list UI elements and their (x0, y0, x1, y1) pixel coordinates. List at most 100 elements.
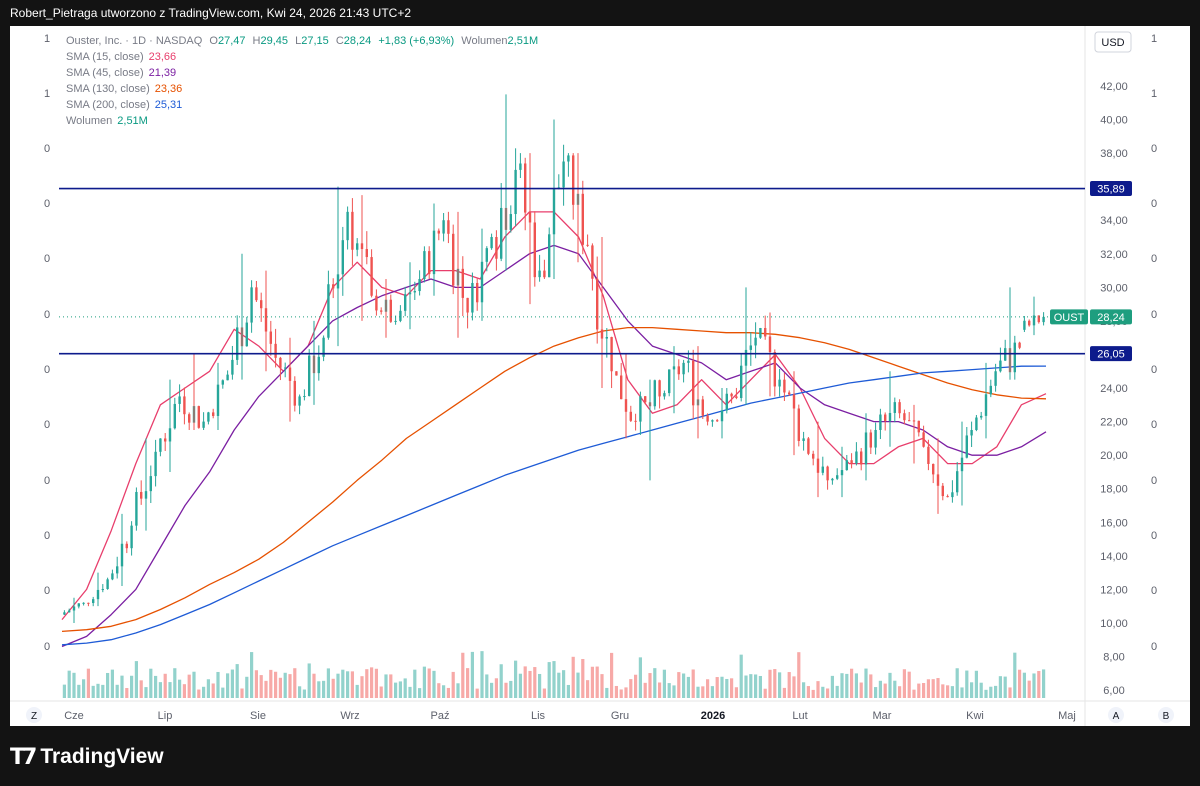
volume-bar (638, 657, 642, 698)
volume-bar (840, 673, 844, 698)
sma-line (61, 244, 1047, 648)
candle-body (346, 211, 349, 241)
volume-bar (110, 669, 114, 698)
candle-body (994, 371, 997, 386)
volume-bar (221, 687, 225, 698)
volume-bar (835, 685, 839, 698)
volume-bar (806, 686, 810, 698)
candle-body (663, 393, 666, 397)
candle-body (898, 402, 901, 414)
candle-body (711, 420, 714, 422)
left-scale-label: 1 (44, 33, 50, 45)
candle-body (461, 268, 464, 298)
volume-bar (547, 662, 551, 698)
volume-bar (370, 667, 374, 698)
volume-bar (720, 676, 724, 698)
candle-body (111, 573, 114, 580)
candle-body (303, 396, 306, 398)
candle-body (653, 380, 656, 407)
time-tick-label: Mar (873, 710, 892, 722)
candles[interactable] (63, 94, 1045, 623)
volume-bar (672, 685, 676, 698)
last-price-tag-label: 28,24 (1097, 312, 1125, 324)
candle-body (317, 356, 320, 374)
volume-bar (259, 675, 263, 698)
candle-body (836, 475, 839, 479)
candle-body (773, 352, 776, 387)
volume-bar (677, 672, 681, 698)
sma-line (61, 326, 1047, 633)
candle-body (68, 610, 71, 613)
left-scale-label: 0 (44, 641, 50, 653)
volume-bar (466, 668, 470, 698)
volume-bar (682, 673, 686, 698)
volume-bar (163, 673, 167, 698)
volume-bar (336, 673, 340, 698)
right-scale-label: 0 (1151, 530, 1157, 542)
volume-bar (744, 675, 748, 698)
volume-bar (955, 668, 959, 698)
b-button[interactable]: B (1158, 707, 1174, 723)
candle-body (908, 420, 911, 422)
volume-bar (67, 670, 71, 698)
auto-scale-button[interactable]: A (1108, 707, 1124, 723)
candle-body (754, 337, 757, 346)
volume-bar (691, 669, 695, 698)
volume-bar (130, 675, 134, 698)
volume-bar (782, 687, 786, 698)
tradingview-logo[interactable]: T7 TradingView (10, 742, 164, 772)
sma-line (61, 365, 1047, 646)
volume-bar (182, 684, 186, 698)
volume-bar (514, 660, 518, 698)
candle-body (188, 414, 191, 423)
candle-body (519, 163, 522, 170)
volume-bar (869, 674, 873, 698)
volume-bar (763, 688, 767, 698)
zoom-button[interactable]: Z (26, 707, 42, 723)
volume-bar (494, 678, 498, 698)
candle-body (802, 438, 805, 441)
volume-bar (384, 674, 388, 698)
candle-body (269, 331, 272, 344)
right-scale: 1 1 0 0 0 0 0 0 0 0 0 0 (1151, 33, 1157, 653)
candle-body (298, 396, 301, 406)
volume-bar (907, 671, 911, 698)
time-tick-label: Lip (158, 710, 173, 722)
candle-body (365, 249, 368, 258)
left-scale-label: 0 (44, 475, 50, 487)
chart-panel[interactable]: 1 1 0 0 0 0 0 0 0 0 0 0 1 1 0 0 0 0 0 0 0 0 0 0 42,00 40,00 38,0… (10, 26, 1190, 726)
volume-bar (101, 684, 105, 698)
time-tick-label: 2026 (701, 710, 725, 722)
volume-bar (413, 669, 417, 698)
volume-bar (797, 652, 801, 698)
right-scale-label: 0 (1151, 309, 1157, 321)
volume-bar (134, 661, 138, 698)
price-tick-label: 22,00 (1100, 417, 1128, 429)
volume-bar (518, 673, 522, 698)
candle-body (615, 371, 618, 376)
volume-bar (605, 687, 609, 698)
legend-low-label: L (295, 35, 301, 47)
candle-body (812, 453, 815, 459)
left-scale-label: 0 (44, 364, 50, 376)
candle-body (874, 429, 877, 448)
price-chart[interactable]: 1 1 0 0 0 0 0 0 0 0 0 0 1 1 0 0 0 0 0 0 0 0 0 0 42,00 40,00 38,0… (10, 26, 1190, 726)
volume-bar (994, 685, 998, 698)
candle-body (706, 415, 709, 422)
candle-body (221, 380, 224, 385)
volume-bar (326, 668, 330, 698)
legend-change: +1,83 (+6,93%) (378, 35, 454, 47)
currency-button[interactable]: USD (1094, 31, 1132, 53)
candle-body (946, 496, 949, 498)
volume-bar (226, 673, 230, 698)
volume-bar (595, 666, 599, 698)
candle-body (356, 243, 359, 250)
volume-bar (624, 687, 628, 698)
candle-body (572, 155, 575, 205)
volume-bar (850, 668, 854, 698)
time-tick-label: Wrz (340, 710, 359, 722)
candle-body (677, 366, 680, 375)
tradingview-brand: TradingView (40, 745, 164, 768)
right-scale-label: 0 (1151, 198, 1157, 210)
candle-body (245, 322, 248, 347)
